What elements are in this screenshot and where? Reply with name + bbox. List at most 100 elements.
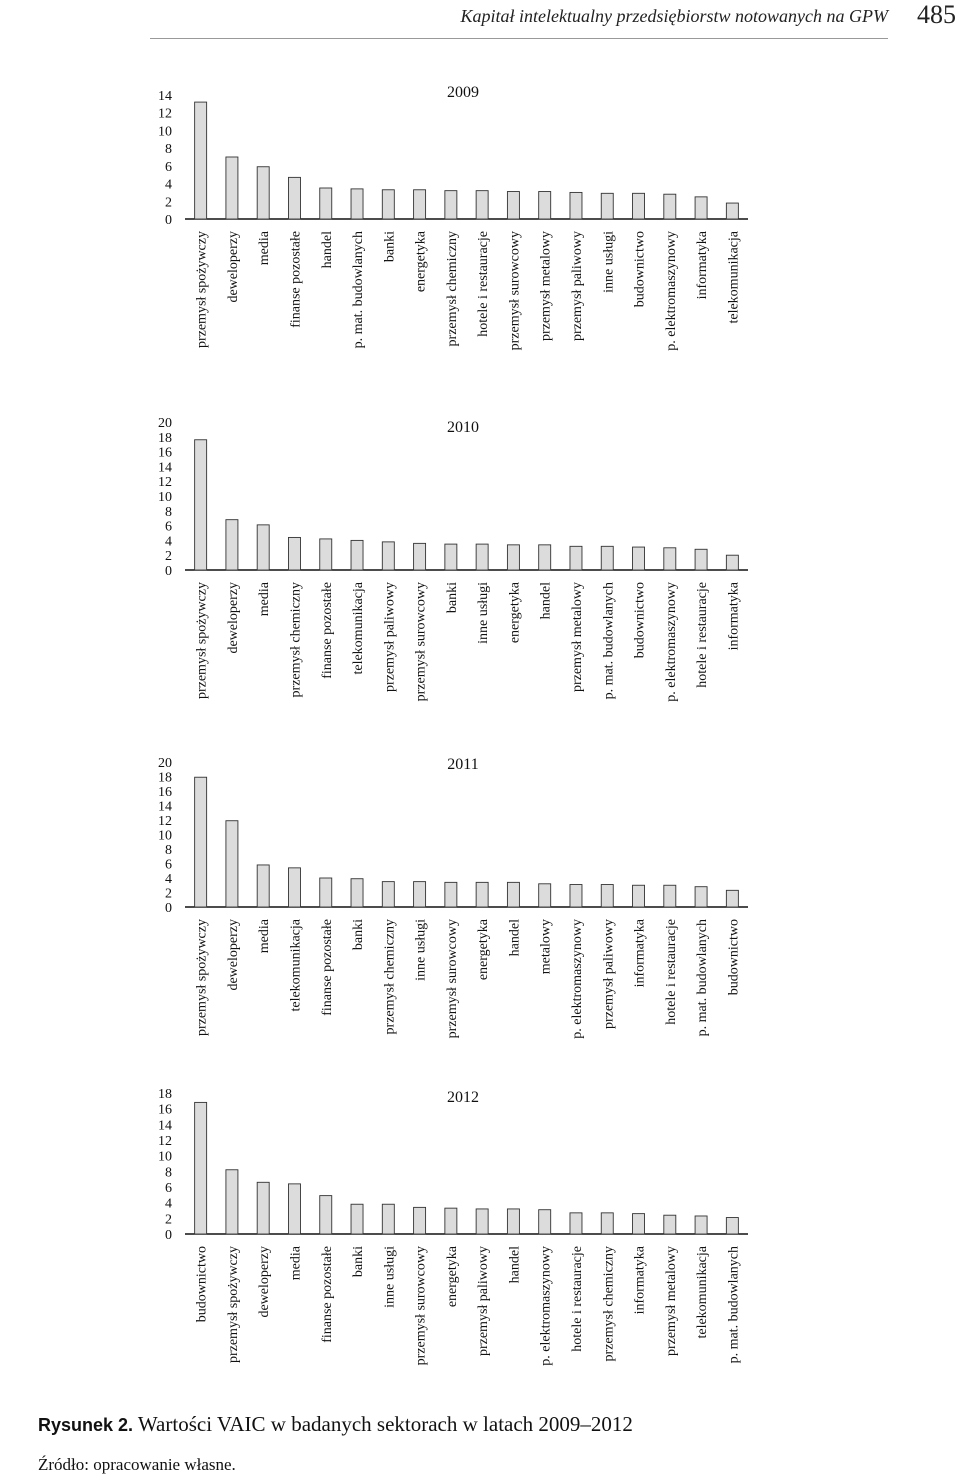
category-label: przemysł metalowy	[539, 231, 554, 341]
y-tick-label: 18	[158, 771, 172, 786]
bar	[413, 881, 427, 908]
y-tick-label: 8	[165, 505, 172, 520]
category-label: telekomunikacja	[351, 581, 366, 674]
category-label: informatyka	[695, 230, 710, 299]
category-label: media	[288, 1245, 303, 1280]
y-tick-label: 0	[165, 1228, 172, 1243]
bar	[225, 820, 239, 908]
page-number: 485	[917, 0, 956, 29]
y-tick-label: 18	[158, 431, 172, 446]
y-tick-label: 16	[158, 446, 172, 461]
y-tick-label: 18	[158, 1087, 172, 1102]
bar	[350, 539, 364, 571]
y-tick-label: 8	[165, 142, 172, 157]
bar	[725, 554, 739, 571]
y-tick-label: 4	[165, 872, 172, 887]
bar	[538, 191, 552, 220]
y-tick-label: 2	[165, 195, 172, 210]
bar	[538, 544, 552, 571]
category-label: przemysł paliwowy	[476, 1246, 491, 1356]
bar	[225, 156, 239, 220]
y-tick-label: 12	[158, 1134, 172, 1149]
y-tick-label: 20	[158, 756, 172, 771]
bar	[632, 884, 645, 908]
bar	[256, 1181, 270, 1235]
category-label: przemysł surowcowy	[445, 919, 460, 1038]
y-tick-label: 14	[158, 800, 172, 815]
category-label: deweloperzy	[226, 582, 241, 654]
category-label: banki	[445, 582, 460, 613]
category-label: p. mat. budowlanych	[351, 231, 366, 348]
category-label: energetyka	[414, 230, 429, 292]
y-tick-label: 2	[165, 1212, 172, 1227]
bar	[600, 884, 614, 908]
category-label: inne usługi	[476, 582, 491, 644]
bar	[413, 542, 427, 571]
category-label: energetyka	[476, 918, 491, 980]
bar	[600, 1212, 614, 1235]
bar	[506, 544, 520, 571]
y-tick-label: 4	[165, 178, 172, 193]
category-label: media	[257, 581, 272, 616]
category-label: finanse pozostałe	[320, 919, 335, 1016]
y-tick-label: 6	[165, 1181, 172, 1196]
bar	[288, 176, 301, 220]
bar	[319, 538, 333, 571]
bar	[288, 867, 301, 908]
category-label: p. elektromaszynowy	[539, 1246, 554, 1366]
category-label: telekomunikacja	[695, 1245, 710, 1338]
category-label: przemysł metalowy	[664, 1246, 679, 1356]
bar	[663, 547, 677, 571]
category-label: budownictwo	[195, 1246, 210, 1322]
y-tick-label: 10	[158, 490, 172, 505]
category-label: hotele i restauracje	[570, 1246, 585, 1352]
y-tick-label: 4	[165, 1197, 172, 1212]
figure-source: Źródło: opracowanie własne.	[38, 1455, 236, 1474]
y-tick-label: 8	[165, 1165, 172, 1180]
bar	[194, 101, 208, 220]
category-label: telekomunikacja	[288, 918, 303, 1011]
category-label: deweloperzy	[226, 919, 241, 991]
header-rule	[150, 38, 888, 39]
bar	[413, 1206, 427, 1235]
category-label: p. elektromaszynowy	[664, 231, 679, 351]
bar	[663, 884, 677, 908]
category-label: energetyka	[507, 581, 522, 643]
y-tick-label: 14	[158, 1118, 172, 1133]
category-label: budownictwo	[726, 919, 741, 995]
bar	[694, 548, 708, 571]
bar	[381, 541, 395, 571]
bar	[569, 545, 583, 571]
caption-text: Wartości VAIC w badanych sektorach w lat…	[137, 1412, 633, 1436]
y-tick-label: 12	[158, 814, 172, 829]
bar	[506, 1208, 520, 1235]
bar	[475, 190, 489, 220]
category-label: media	[257, 918, 272, 953]
charts-container: 0 2 4 6 8 10 12 14 2009 przemysł spożywczy dewelop…	[158, 84, 748, 1366]
bar	[538, 1209, 552, 1235]
bar	[725, 889, 739, 908]
y-tick-label: 6	[165, 160, 172, 175]
category-label: banki	[382, 231, 397, 262]
category-label: przemysł paliwowy	[382, 582, 397, 692]
bar	[569, 884, 583, 908]
chart-title: 2011	[447, 756, 478, 773]
category-label: p. elektromaszynowy	[664, 582, 679, 702]
y-tick-label: 14	[158, 460, 172, 475]
category-label: informatyka	[726, 581, 741, 650]
category-label: handel	[320, 231, 335, 268]
bar	[663, 1214, 677, 1235]
category-label: media	[257, 230, 272, 265]
category-label: przemysł surowcowy	[414, 1246, 429, 1365]
category-label: finanse pozostałe	[320, 1246, 335, 1343]
chart-title: 2012	[447, 1089, 479, 1106]
chart-title: 2010	[447, 419, 479, 436]
bar	[288, 1183, 301, 1235]
category-label: p. mat. budowlanych	[601, 582, 616, 699]
category-label: przemysł chemiczny	[288, 582, 303, 697]
y-tick-label: 12	[158, 475, 172, 490]
category-label: hotele i restauracje	[695, 582, 710, 688]
category-label: informatyka	[633, 1245, 648, 1314]
bar	[506, 881, 520, 908]
